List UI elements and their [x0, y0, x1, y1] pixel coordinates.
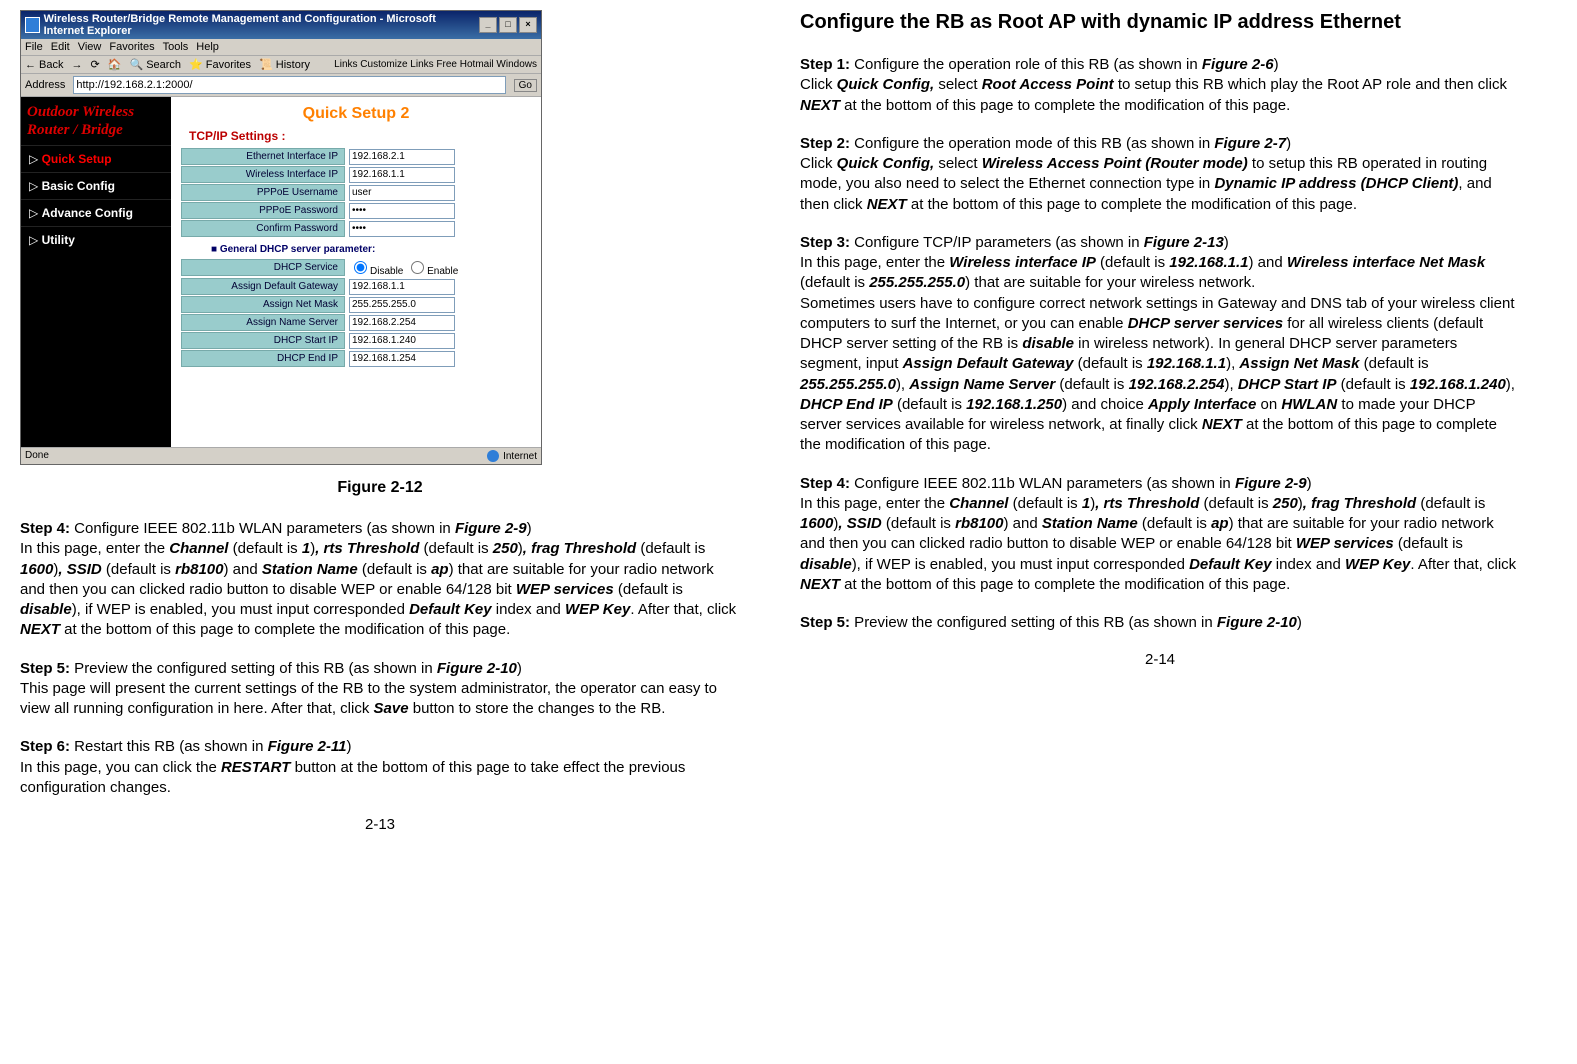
row-confirm-pass: Confirm Password	[181, 220, 531, 237]
search-button[interactable]: 🔍 Search	[129, 58, 181, 71]
links-bar: Links Customize Links Free Hotmail Windo…	[334, 59, 537, 70]
row-pppoe-pass: PPPoE Password	[181, 202, 531, 219]
confirm-pass-input[interactable]	[349, 221, 455, 237]
nav-quick-setup[interactable]: Quick Setup	[21, 145, 171, 172]
main-panel: Quick Setup 2 TCP/IP Settings : Ethernet…	[171, 97, 541, 447]
maximize-button[interactable]: □	[499, 17, 517, 33]
dei-input[interactable]	[349, 351, 455, 367]
history-button[interactable]: 📜 History	[259, 58, 310, 71]
right-step3: Step 3: Configure TCP/IP parameters (as …	[800, 233, 1520, 456]
menu-bar: File Edit View Favorites Tools Help	[21, 39, 541, 56]
window-title: Wireless Router/Bridge Remote Management…	[44, 13, 479, 37]
right-column: Configure the RB as Root AP with dynamic…	[800, 10, 1520, 833]
status-left: Done	[25, 450, 49, 462]
menu-item[interactable]: View	[78, 41, 102, 53]
adg-input[interactable]	[349, 279, 455, 295]
left-step6: Step 6: Restart this RB (as shown in Fig…	[20, 737, 740, 798]
right-step1: Step 1: Configure the operation role of …	[800, 55, 1520, 116]
right-step4: Step 4: Configure IEEE 802.11b WLAN para…	[800, 474, 1520, 596]
address-label: Address	[25, 79, 65, 91]
right-page-number: 2-14	[800, 651, 1520, 668]
step4-label: Step 4:	[20, 520, 70, 537]
figure-screenshot: Wireless Router/Bridge Remote Management…	[20, 10, 542, 465]
right-step5: Step 5: Preview the configured setting o…	[800, 613, 1520, 633]
logo-line2: Router / Bridge	[27, 121, 165, 139]
subheading: TCP/IP Settings :	[171, 127, 541, 147]
address-bar: Address Go	[21, 74, 541, 97]
row-dsi: DHCP Start IP	[181, 332, 531, 349]
right-step2: Step 2: Configure the operation mode of …	[800, 134, 1520, 215]
left-step4: Step 4: Configure IEEE 802.11b WLAN para…	[20, 519, 740, 641]
logo-line1: Outdoor Wireless	[27, 103, 165, 121]
menu-item[interactable]: Tools	[163, 41, 189, 53]
step5-label: Step 5:	[20, 660, 70, 677]
row-pppoe-user: PPPoE Username	[181, 184, 531, 201]
left-step5: Step 5: Preview the configured setting o…	[20, 659, 740, 720]
internet-icon	[487, 450, 499, 462]
section-title: Configure the RB as Root AP with dynamic…	[800, 10, 1520, 35]
pppoe-pass-input[interactable]	[349, 203, 455, 219]
row-wl-ip: Wireless Interface IP	[181, 166, 531, 183]
status-bar: Done Internet	[21, 447, 541, 464]
page-container: Wireless Router/Bridge Remote Management…	[0, 0, 1577, 853]
ie-icon	[25, 17, 40, 33]
figure-caption: Figure 2-12	[20, 479, 740, 497]
home-button[interactable]: 🏠	[108, 58, 122, 71]
status-right: Internet	[503, 451, 537, 462]
eth-ip-input[interactable]	[349, 149, 455, 165]
logo: Outdoor Wireless Router / Bridge	[21, 97, 171, 145]
dhcp-disable-label: Disable	[370, 266, 403, 277]
minimize-button[interactable]: _	[479, 17, 497, 33]
dhcp-enable-radio[interactable]	[411, 261, 424, 274]
row-dei: DHCP End IP	[181, 350, 531, 367]
row-anm: Assign Net Mask	[181, 296, 531, 313]
sidebar: Outdoor Wireless Router / Bridge Quick S…	[21, 97, 171, 447]
nav: Quick Setup Basic Config Advance Config …	[21, 145, 171, 253]
menu-item[interactable]: File	[25, 41, 43, 53]
row-ans: Assign Name Server	[181, 314, 531, 331]
back-button[interactable]: ← Back	[25, 59, 64, 71]
window-titlebar: Wireless Router/Bridge Remote Management…	[21, 11, 541, 39]
dhcp-enable-label: Enable	[427, 266, 458, 277]
dhcp-disable-radio[interactable]	[354, 261, 367, 274]
nav-basic-config[interactable]: Basic Config	[21, 172, 171, 199]
dsi-input[interactable]	[349, 333, 455, 349]
left-page-number: 2-13	[20, 816, 740, 833]
close-button[interactable]: ×	[519, 17, 537, 33]
row-adg: Assign Default Gateway	[181, 278, 531, 295]
step6-label: Step 6:	[20, 738, 70, 755]
pppoe-user-input[interactable]	[349, 185, 455, 201]
toolbar: ← Back → ⟳ 🏠 🔍 Search ⭐ Favorites 📜 Hist…	[21, 56, 541, 74]
nav-advance-config[interactable]: Advance Config	[21, 199, 171, 226]
row-eth-ip: Ethernet Interface IP	[181, 148, 531, 165]
row-dhcp-service: DHCP Service Disable Enable	[181, 258, 531, 277]
nav-utility[interactable]: Utility	[21, 226, 171, 253]
menu-item[interactable]: Favorites	[109, 41, 154, 53]
left-column: Wireless Router/Bridge Remote Management…	[20, 10, 740, 833]
menu-item[interactable]: Help	[196, 41, 219, 53]
go-button[interactable]: Go	[514, 79, 537, 92]
favorites-button[interactable]: ⭐ Favorites	[189, 58, 251, 71]
tcpip-form: Ethernet Interface IP Wireless Interface…	[171, 148, 541, 367]
ans-input[interactable]	[349, 315, 455, 331]
address-input[interactable]	[73, 76, 505, 94]
anm-input[interactable]	[349, 297, 455, 313]
refresh-button[interactable]: ⟳	[91, 58, 100, 71]
forward-button[interactable]: →	[72, 59, 83, 71]
wl-ip-input[interactable]	[349, 167, 455, 183]
dhcp-header: ■ General DHCP server parameter:	[181, 238, 531, 257]
menu-item[interactable]: Edit	[51, 41, 70, 53]
page-heading: Quick Setup 2	[171, 97, 541, 127]
